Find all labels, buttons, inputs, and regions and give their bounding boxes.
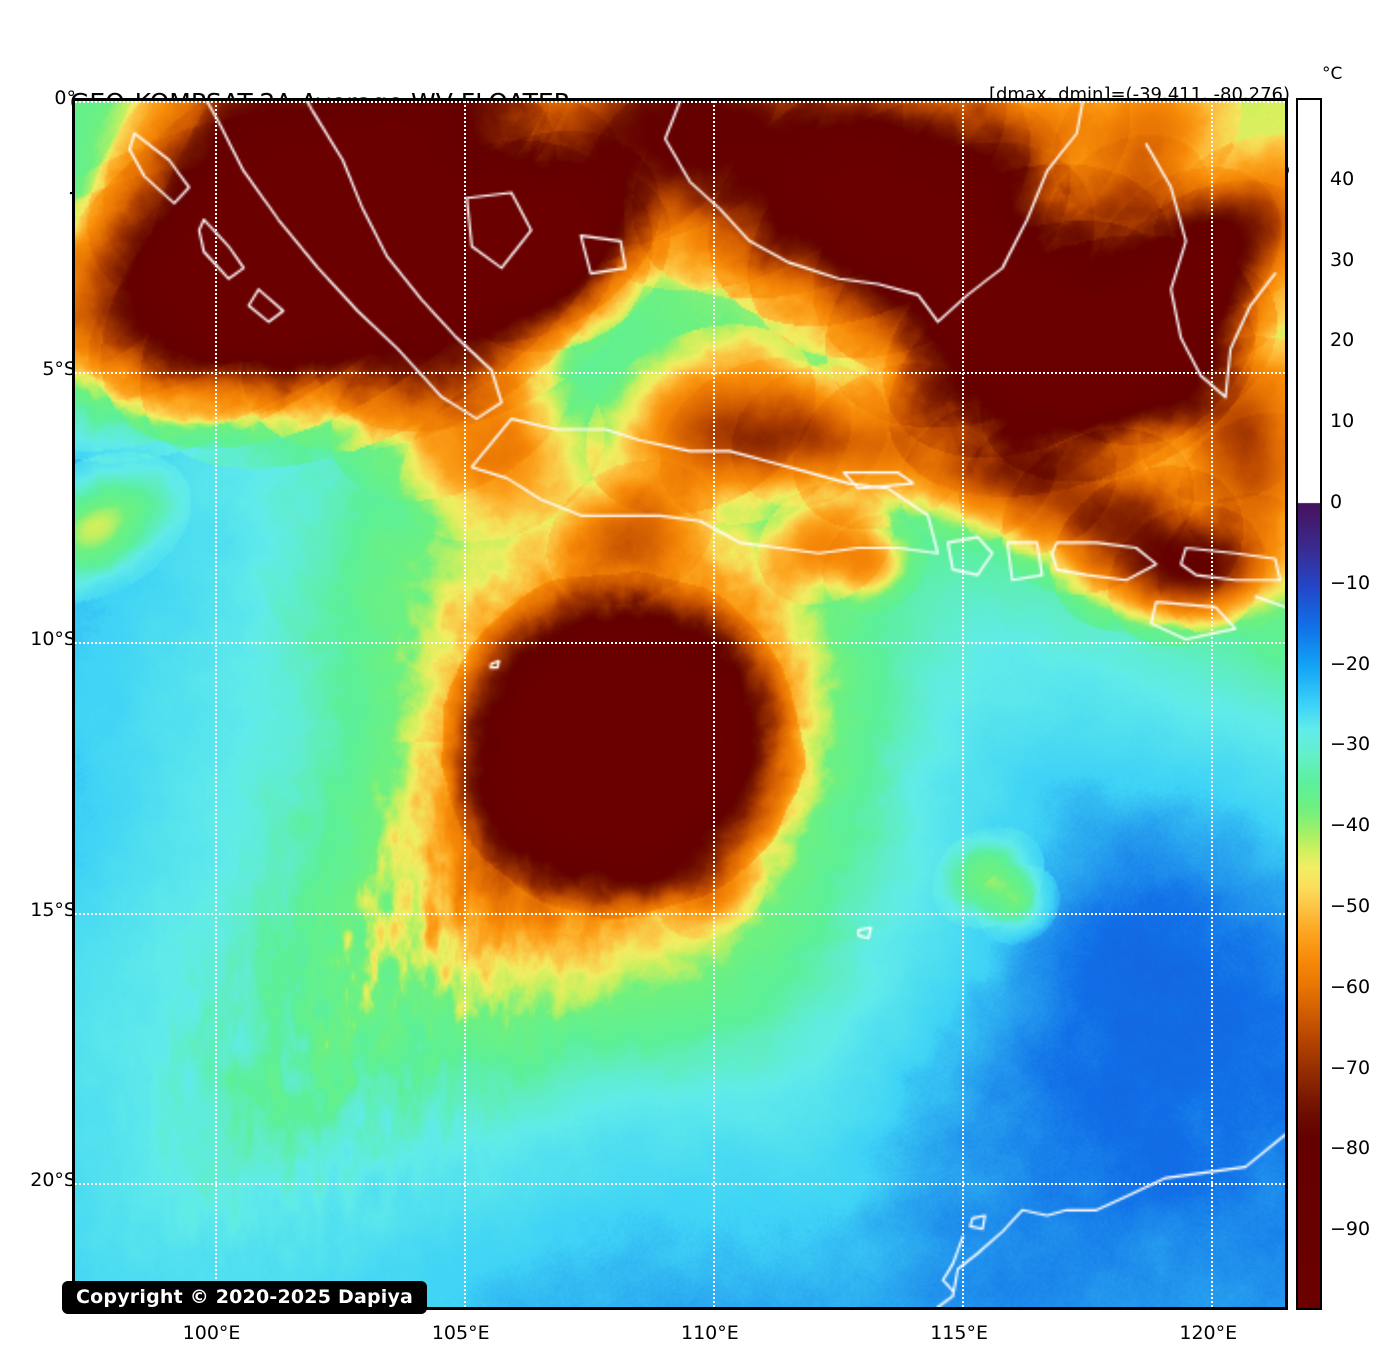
satellite-image-panel[interactable] (72, 98, 1288, 1310)
y-axis-tick-label: 20°S (30, 1169, 76, 1192)
x-axis-tick-label: 115°E (930, 1322, 988, 1344)
colorbar-tick-label: −70 (1330, 1056, 1371, 1079)
colorbar-tick-label: −10 (1330, 571, 1371, 594)
colorbar-tick-label: −60 (1330, 975, 1371, 998)
y-axis-tick-label: 10°S (30, 628, 76, 651)
y-axis-tick-label: 0° (54, 87, 76, 109)
colorbar-unit-label: °C (1322, 64, 1343, 84)
y-axis-tick-label: 15°S (30, 898, 76, 921)
colorbar-tick-label: −20 (1330, 652, 1371, 675)
colorbar-tick-label: −80 (1330, 1137, 1371, 1160)
colorbar-tick-label: 10 (1330, 410, 1355, 433)
colorbar-gradient (1296, 98, 1322, 1310)
colorbar-tick-label: −30 (1330, 733, 1371, 756)
satellite-imagery-canvas (75, 101, 1285, 1307)
colorbar-tick-label: 40 (1330, 167, 1355, 190)
x-axis-tick-label: 105°E (431, 1322, 490, 1344)
y-axis-tick-label: 5°S (42, 357, 76, 380)
x-axis-tick-label: 100°E (182, 1322, 241, 1344)
colorbar-tick-label: −40 (1330, 814, 1371, 837)
colorbar-tick-label: 20 (1330, 329, 1355, 352)
colorbar-tick-label: 30 (1330, 248, 1355, 271)
colorbar[interactable] (1296, 98, 1322, 1310)
colorbar-tick-label: −90 (1330, 1218, 1371, 1241)
copyright-banner: Copyright © 2020-2025 Dapiya (62, 1281, 428, 1314)
x-axis-tick-label: 110°E (681, 1322, 739, 1344)
x-axis-tick-label: 120°E (1179, 1322, 1238, 1344)
colorbar-tick-label: 0 (1330, 491, 1343, 513)
colorbar-tick-label: −50 (1330, 895, 1371, 917)
